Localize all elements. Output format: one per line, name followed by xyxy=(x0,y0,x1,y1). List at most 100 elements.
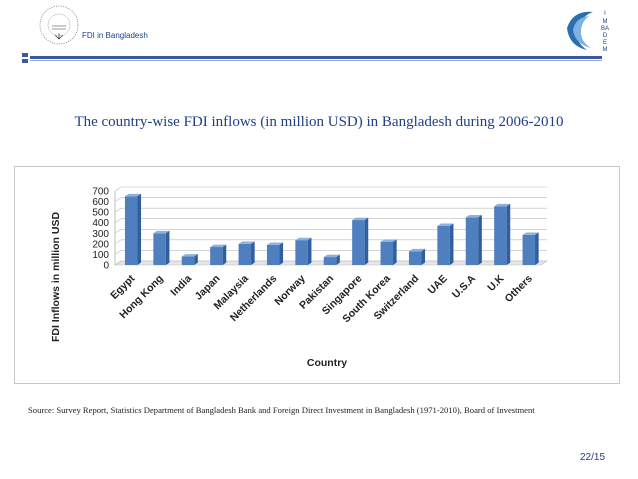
y-tick-label: 0 xyxy=(103,261,109,272)
chart-bars xyxy=(124,193,539,265)
y-tick-label: 700 xyxy=(92,187,109,198)
bar-front xyxy=(437,225,450,265)
bar-side xyxy=(393,239,397,265)
logo-letter: M xyxy=(603,47,608,53)
header-rule-marker xyxy=(22,59,28,63)
bar-side xyxy=(307,237,312,265)
bar-front xyxy=(380,241,394,265)
gridline xyxy=(114,229,122,234)
bar-top xyxy=(522,232,539,235)
bar-front xyxy=(522,234,536,265)
bar-egypt xyxy=(124,193,142,265)
header-rule-marker xyxy=(22,53,28,57)
slide-title: The country-wise FDI inflows (in million… xyxy=(74,114,564,130)
bar-side xyxy=(364,217,369,265)
x-tick-label: Others xyxy=(503,273,536,306)
bar-top xyxy=(465,215,482,218)
bar-u-s-a xyxy=(465,215,482,265)
y-tick-label: 600 xyxy=(92,197,109,208)
bar-side xyxy=(137,193,142,265)
bar-top xyxy=(352,217,369,221)
bar-top xyxy=(380,239,397,242)
bar-front xyxy=(465,217,479,265)
gridline xyxy=(114,239,122,245)
bar-top xyxy=(295,237,312,241)
gridline xyxy=(114,218,122,223)
bar-front xyxy=(352,220,365,265)
bar-u-k xyxy=(494,203,511,265)
university-seal-logo xyxy=(39,5,79,45)
y-tick-label: 500 xyxy=(92,208,109,219)
x-tick-label: UAE xyxy=(426,273,450,297)
bar-top xyxy=(124,193,142,197)
bar-side xyxy=(449,223,454,265)
header-title: FDI in Bangladesh xyxy=(82,31,148,40)
x-tick-label: U.S.A xyxy=(450,272,479,301)
gridline xyxy=(114,197,122,202)
bar-side xyxy=(165,230,170,265)
y-tick-label: 400 xyxy=(92,218,109,229)
bar-front xyxy=(295,240,308,265)
bar-side xyxy=(336,254,340,265)
gridline xyxy=(114,250,122,255)
bar-south-korea xyxy=(380,239,397,265)
logo-letter: E xyxy=(603,40,607,46)
y-axis-label: FDI Inflows in million USD xyxy=(50,212,62,342)
x-tick-label: India xyxy=(168,273,194,299)
bar-pakistan xyxy=(323,254,340,265)
bar-top xyxy=(210,244,227,248)
header-rule xyxy=(30,56,602,59)
bar-top xyxy=(238,241,255,244)
bar-hong-kong xyxy=(153,230,170,265)
bar-front xyxy=(266,244,280,265)
bar-top xyxy=(153,230,170,234)
logo-letter: M xyxy=(603,19,608,25)
y-tick-label: 200 xyxy=(92,239,109,250)
bar-netherlands xyxy=(266,242,284,265)
source-note: Source: Survey Report, Statistics Depart… xyxy=(28,405,535,415)
bar-switzerland xyxy=(408,248,426,265)
y-tick-label: 100 xyxy=(92,250,109,261)
y-tick-label: 300 xyxy=(92,229,109,240)
bar-front xyxy=(210,247,223,265)
bar-side xyxy=(478,215,482,265)
bar-top xyxy=(323,254,340,258)
bar-front xyxy=(153,233,166,265)
imbadem-logo: I M BA D E M xyxy=(567,11,609,53)
bar-norway xyxy=(295,237,312,265)
bar-side xyxy=(421,248,426,265)
bar-side xyxy=(506,203,511,265)
chart-grid xyxy=(114,186,548,266)
bar-front xyxy=(323,257,337,265)
bar-japan xyxy=(210,244,227,265)
bar-singapore xyxy=(352,217,369,265)
bar-malaysia xyxy=(238,241,255,265)
bar-front xyxy=(124,196,138,265)
bar-top xyxy=(494,203,511,207)
bar-top xyxy=(408,248,426,252)
bar-side xyxy=(251,241,255,265)
bar-others xyxy=(522,232,539,265)
bar-front xyxy=(238,243,252,265)
bar-front xyxy=(408,251,422,265)
bar-front xyxy=(494,206,507,265)
bar-front xyxy=(181,256,195,265)
x-tick-label: U.K xyxy=(485,272,507,294)
x-axis-label: Country xyxy=(307,357,347,369)
bar-top xyxy=(437,223,454,226)
bar-india xyxy=(181,254,198,265)
page-number: 22/15 xyxy=(580,452,606,463)
header-rule-thin xyxy=(30,60,602,61)
chart-container: 0 100 200 300 400 500 600 700 Egypt Hong Kong Ind… xyxy=(14,166,620,384)
gridline xyxy=(114,260,122,266)
logo-letter: D xyxy=(603,33,608,39)
bar-side xyxy=(222,244,227,265)
logo-letter: BA xyxy=(601,26,609,32)
gridline xyxy=(114,207,122,213)
bar-side xyxy=(535,232,539,265)
bar-top xyxy=(266,242,284,245)
bar-side xyxy=(194,254,198,265)
logo-letter: I xyxy=(604,11,606,17)
